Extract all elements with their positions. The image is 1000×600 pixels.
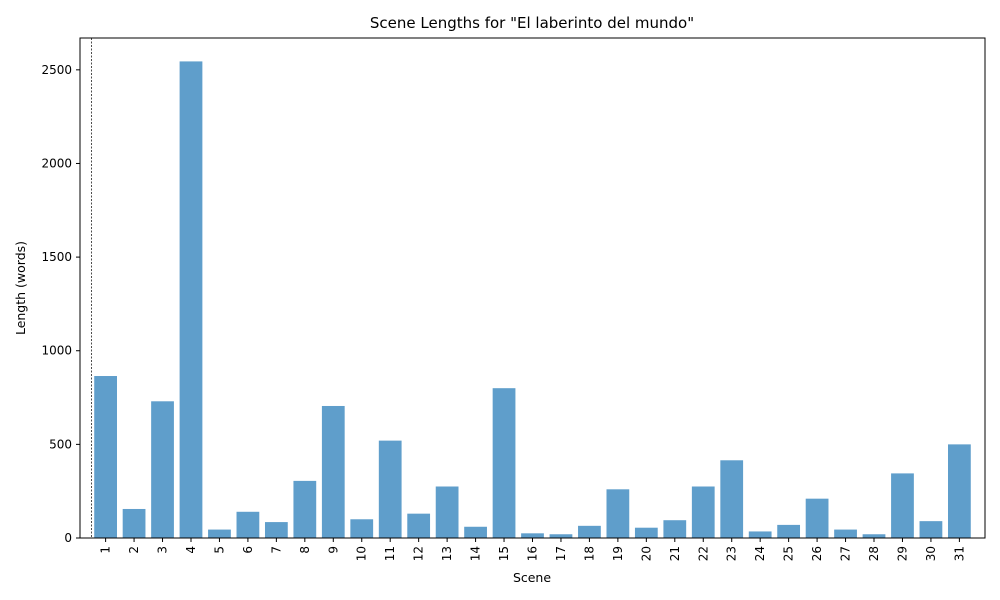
x-tick-label: 6 — [241, 546, 255, 554]
x-tick-label: 2 — [127, 546, 141, 554]
x-tick-label: 29 — [895, 546, 909, 561]
x-tick-label: 16 — [526, 546, 540, 561]
bar-scene-17 — [549, 534, 573, 538]
x-tick-label: 18 — [582, 546, 596, 561]
x-tick-label: 25 — [782, 546, 796, 561]
x-tick-label: 28 — [867, 546, 881, 561]
bar-scene-20 — [634, 527, 658, 538]
x-tick-label: 11 — [383, 546, 397, 561]
bar-scene-3 — [151, 401, 174, 538]
x-tick-label: 19 — [611, 546, 625, 561]
x-tick-label: 31 — [952, 546, 966, 561]
y-tick-label: 2500 — [41, 63, 72, 77]
y-tick-label: 0 — [64, 531, 72, 545]
bar-scene-19 — [606, 489, 630, 538]
x-tick-label: 10 — [355, 546, 369, 561]
bar-scene-30 — [919, 521, 943, 538]
bar-scene-4 — [179, 61, 203, 539]
bar-scene-2 — [122, 508, 146, 538]
x-tick-label: 13 — [440, 546, 454, 561]
y-tick-label: 1500 — [41, 250, 72, 264]
bar-scene-11 — [378, 440, 402, 538]
bar-scene-6 — [236, 511, 260, 538]
chart-title: Scene Lengths for "El laberinto del mund… — [370, 14, 694, 32]
bar-scene-31 — [948, 444, 971, 538]
y-tick-label: 1000 — [41, 344, 72, 358]
x-tick-label: 14 — [469, 546, 483, 561]
bar-scene-1 — [94, 376, 117, 538]
x-tick-label: 1 — [99, 546, 113, 554]
x-tick-label: 8 — [298, 546, 312, 554]
bar-scene-27 — [834, 529, 857, 538]
y-tick-label: 2000 — [41, 156, 72, 170]
x-tick-label: 5 — [212, 546, 226, 554]
y-axis-label: Length (words) — [13, 241, 28, 335]
bars-group — [94, 61, 971, 539]
bar-scene-9 — [321, 405, 345, 538]
y-tick-label: 500 — [49, 437, 72, 451]
bar-scene-18 — [578, 525, 601, 538]
bar-scene-23 — [720, 460, 744, 538]
bar-scene-16 — [521, 533, 544, 538]
bar-scene-5 — [208, 529, 231, 538]
bar-scene-28 — [862, 534, 886, 538]
bar-scene-14 — [464, 526, 487, 538]
bar-scene-15 — [492, 388, 516, 538]
plot-frame — [79, 37, 986, 539]
x-tick-label: 3 — [156, 546, 170, 554]
x-tick-label: 21 — [668, 546, 682, 561]
bar-scene-7 — [264, 522, 288, 538]
y-axis: 0 500 1000 1500 2000 2500 — [41, 63, 80, 545]
x-tick-label: 12 — [412, 546, 426, 561]
bar-scene-8 — [293, 480, 317, 538]
bar-scene-25 — [777, 524, 801, 538]
x-tick-label: 27 — [839, 546, 853, 561]
x-tick-label: 20 — [639, 546, 653, 561]
x-tick-label: 15 — [497, 546, 511, 561]
bar-scene-29 — [891, 473, 914, 538]
bar-scene-12 — [407, 513, 431, 538]
x-tick-label: 22 — [696, 546, 710, 561]
x-tick-label: 4 — [184, 546, 198, 554]
x-tick-label: 24 — [753, 546, 767, 561]
x-tick-label: 23 — [725, 546, 739, 561]
x-axis: 1 2 3 4 5 6 7 8 9 10 11 12 13 14 15 16 17 18 19 20 21 22 23 24 2… — [99, 538, 966, 561]
bar-scene-24 — [748, 531, 772, 538]
bar-scene-26 — [805, 498, 829, 538]
x-tick-label: 26 — [810, 546, 824, 561]
x-axis-label: Scene — [513, 570, 551, 585]
bar-scene-21 — [663, 520, 687, 538]
bar-scene-10 — [350, 519, 374, 538]
x-tick-label: 17 — [554, 546, 568, 561]
bar-scene-13 — [435, 486, 459, 538]
x-tick-label: 30 — [924, 546, 938, 561]
x-tick-label: 9 — [326, 546, 340, 554]
x-tick-label: 7 — [269, 546, 283, 554]
bar-scene-22 — [691, 486, 715, 538]
